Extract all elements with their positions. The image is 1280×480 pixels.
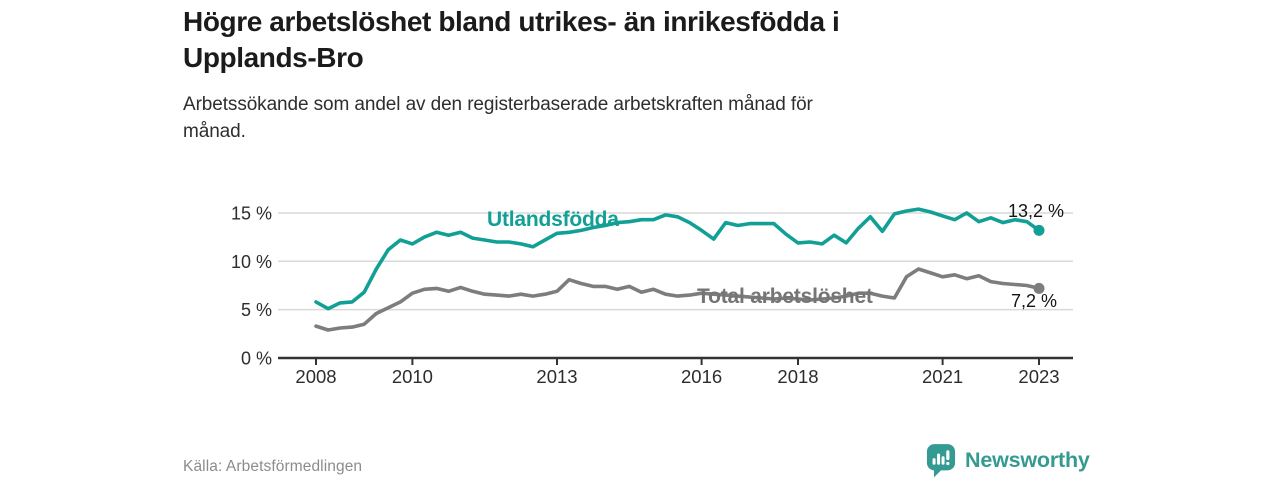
x-tick-label: 2021 — [922, 366, 963, 387]
x-tick-label: 2013 — [536, 366, 577, 387]
y-tick-label: 5 % — [241, 300, 272, 320]
series-label-total-arbetsloshet: Total arbetslöshet — [697, 285, 873, 308]
title-line1: Högre arbetslöshet bland utrikes- än inr… — [183, 6, 840, 37]
x-tick-label: 2018 — [777, 366, 818, 387]
header: Högre arbetslöshet bland utrikes- än inr… — [183, 4, 1123, 145]
chart-subtitle: Arbetssökande som andel av den registerb… — [183, 91, 1123, 145]
end-value-label-utlandsfodda: 13,2 % — [1008, 201, 1065, 221]
series-line-total-arbetsloshet — [314, 267, 1041, 332]
bar-chart-glyph — [932, 450, 950, 466]
y-tick-label: 15 % — [231, 203, 272, 223]
x-tick-label: 2008 — [295, 366, 336, 387]
speech-bubble-shape — [926, 444, 956, 478]
title-line2: Upplands-Bro — [183, 42, 364, 73]
newsworthy-logo-text: Newsworthy — [965, 448, 1090, 472]
x-tick-label: 2016 — [681, 366, 722, 387]
series-end-dot-total-arbetsloshet — [1033, 282, 1045, 294]
subtitle-line1: Arbetssökande som andel av den registerb… — [183, 94, 813, 115]
x-tick-label: 2010 — [392, 366, 433, 387]
newsworthy-logo[interactable]: Newsworthy — [926, 443, 1090, 478]
series-label-utlandsfodda: Utlandsfödda — [487, 208, 619, 231]
source-note: Källa: Arbetsförmedlingen — [183, 458, 363, 475]
end-value-label-total: 7,2 % — [1011, 291, 1058, 311]
y-tick-label: 10 % — [231, 252, 272, 272]
chart-svg: 0 % 5 % 10 % 15 % 2008 2010 2013 2016 2018 2021 20… — [231, 203, 1073, 387]
x-tick-label: 2023 — [1018, 366, 1059, 387]
y-tick-label: 0 % — [241, 349, 272, 369]
series-end-dot-utlandsfodda — [1033, 224, 1045, 236]
newsworthy-logo-icon — [926, 444, 956, 478]
series-line-utlandsfodda — [314, 207, 1041, 311]
page-title: Högre arbetslöshet bland utrikes- än inr… — [183, 4, 1123, 76]
subtitle-line2: månad. — [183, 121, 246, 142]
